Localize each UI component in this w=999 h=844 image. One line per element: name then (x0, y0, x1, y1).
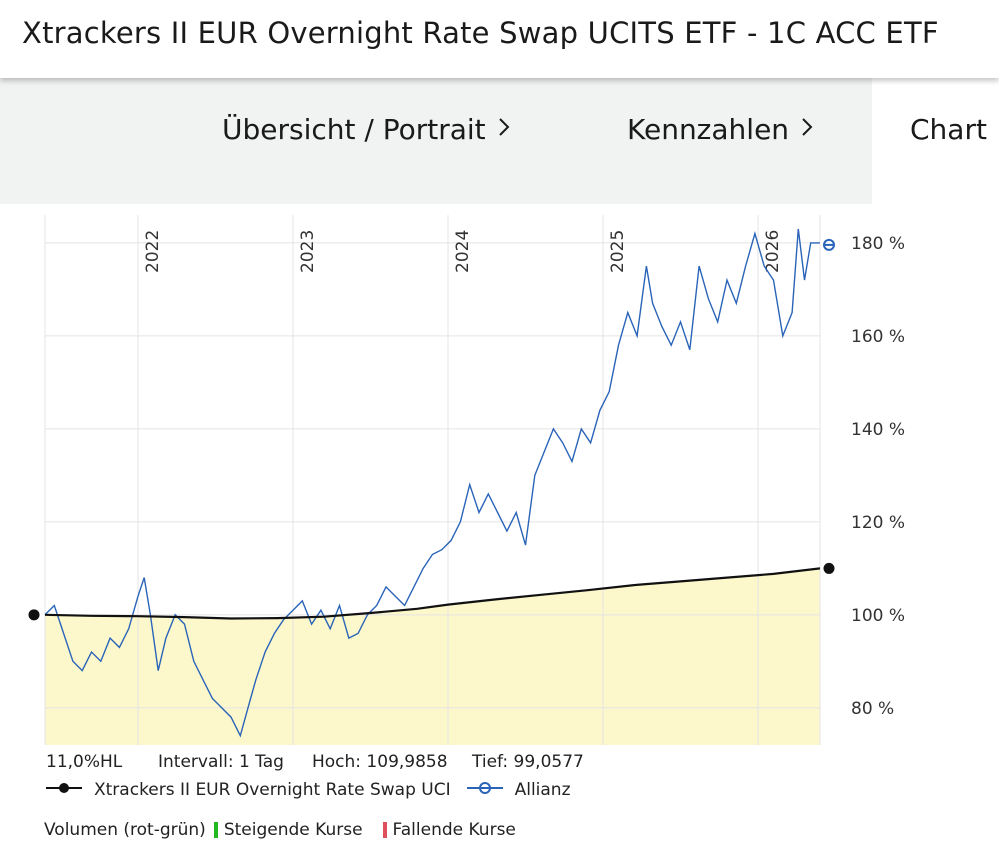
chart-legend: Xtrackers II EUR Overnight Rate Swap UCI… (44, 778, 571, 802)
nav-active-tab-bg (872, 78, 999, 204)
legend-marker-allianz-icon[interactable] (465, 780, 505, 800)
volume-up-label: Steigende Kurse (223, 820, 363, 840)
nav-item-kennzahlen[interactable]: Kennzahlen (627, 113, 813, 146)
etf-end-marker (823, 562, 835, 574)
nav-item-label: Chart (910, 113, 987, 146)
nav-bar (0, 78, 872, 204)
nav-item-label: Kennzahlen (627, 113, 790, 146)
volume-label: Volumen (rot-grün) (44, 820, 206, 840)
chevron-right-icon (498, 117, 510, 143)
allianz-series-line[interactable] (44, 228, 820, 738)
x-tick-label: 2022 (143, 230, 163, 273)
nav-item-label: Übersicht / Portrait (222, 113, 486, 146)
x-tick-label: 2023 (298, 230, 318, 273)
chevron-right-icon (801, 117, 813, 143)
y-tick-label: 100 % (851, 606, 905, 626)
volume-down-label: Fallende Kurse (392, 820, 516, 840)
page-header: Xtrackers II EUR Overnight Rate Swap UCI… (0, 0, 999, 78)
etf-series-line[interactable] (44, 567, 821, 620)
chart-interval-info: Intervall: 1 Tag (158, 752, 284, 772)
page-title: Xtrackers II EUR Overnight Rate Swap UCI… (22, 16, 939, 50)
etf-area-fill (45, 568, 820, 745)
legend-label-etf[interactable]: Xtrackers II EUR Overnight Rate Swap UCI (94, 780, 451, 800)
y-tick-label: 80 % (851, 699, 894, 719)
price-chart[interactable]: 2022 2023 2024 2025 2026 80 % 100 % 120 % 140 % 1… (0, 215, 999, 750)
etf-start-marker (28, 609, 40, 621)
volume-up-swatch (213, 822, 218, 838)
nav-item-chart[interactable]: Chart (910, 113, 987, 146)
nav-item-overview[interactable]: Übersicht / Portrait (222, 113, 510, 146)
y-tick-label: 180 % (851, 234, 905, 254)
x-tick-label: 2026 (763, 230, 783, 273)
chart-high-info: Hoch: 109,9858 (312, 752, 448, 772)
legend-label-allianz[interactable]: Allianz (514, 780, 571, 800)
x-tick-label: 2024 (453, 230, 473, 273)
volume-down-swatch (382, 822, 387, 838)
chart-range-info: 11,0%HL (46, 752, 123, 772)
volume-legend: Volumen (rot-grün) Steigende Kurse Falle… (44, 818, 516, 842)
y-tick-label: 140 % (851, 420, 905, 440)
legend-marker-etf-icon[interactable] (44, 780, 84, 800)
chart-low-info: Tief: 99,0577 (472, 752, 584, 772)
y-tick-label: 120 % (851, 513, 905, 533)
y-tick-label: 160 % (851, 327, 905, 347)
x-tick-label: 2025 (608, 230, 628, 273)
